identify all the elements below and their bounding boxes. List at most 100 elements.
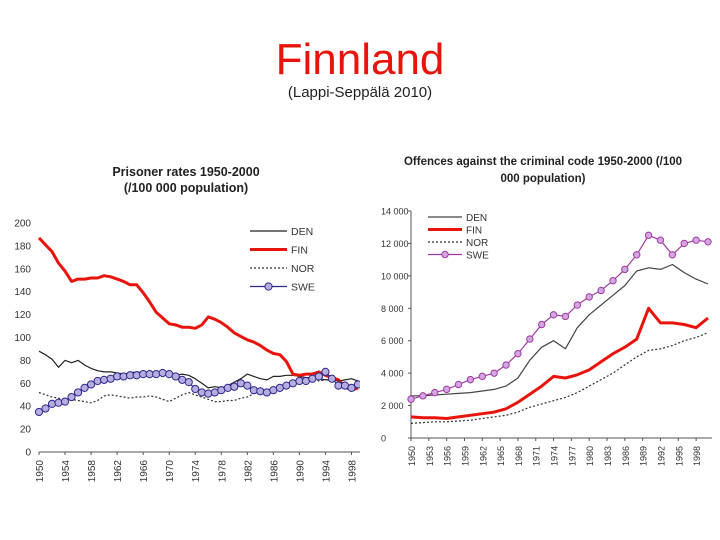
data-point-swe — [692, 236, 700, 244]
series-line-den — [411, 263, 709, 397]
y-tick-label: 100 — [14, 333, 31, 344]
chart-title-line: (/100 000 population) — [124, 181, 248, 195]
x-tick-label: 1968 — [514, 446, 524, 466]
legend-label: DEN — [466, 213, 487, 224]
x-tick-label: 1962 — [113, 460, 124, 483]
x-tick-label: 1992 — [656, 446, 666, 466]
x-tick-label: 1956 — [443, 446, 453, 466]
y-tick-label: 6 000 — [381, 336, 404, 346]
data-point-swe — [73, 388, 83, 397]
legend-marker-swe — [264, 282, 273, 291]
x-tick-label: 1986 — [269, 460, 280, 483]
x-tick-label: 1978 — [217, 460, 228, 483]
legend-label: NOR — [466, 238, 488, 249]
y-tick-label: 2 000 — [381, 401, 404, 411]
data-point-swe — [668, 251, 677, 259]
data-point-swe — [243, 381, 252, 390]
data-point-swe — [514, 349, 522, 358]
x-tick-label: 1990 — [295, 460, 306, 483]
x-tick-label: 1974 — [550, 446, 560, 466]
slide-title: Finnland — [275, 35, 445, 84]
series-line-swe — [410, 234, 709, 400]
x-tick-label: 1982 — [243, 460, 254, 483]
y-tick-label: 10 000 — [381, 271, 409, 281]
data-point-swe — [633, 251, 641, 259]
data-point-swe — [86, 380, 96, 389]
y-tick-label: 140 — [14, 287, 31, 298]
data-point-swe — [442, 385, 451, 394]
x-tick-label: 1998 — [347, 460, 358, 483]
data-point-swe — [644, 231, 653, 240]
x-tick-label: 1974 — [191, 460, 202, 483]
x-tick-label: 1950 — [35, 460, 46, 483]
x-tick-label: 1962 — [478, 446, 488, 466]
data-point-swe — [191, 384, 200, 394]
y-tick-label: 4 000 — [381, 369, 404, 379]
data-point-swe — [597, 286, 605, 295]
y-tick-label: 12 000 — [381, 239, 409, 249]
series-line-fin — [410, 306, 709, 420]
chart-title-line: Prisoner rates 1950-2000 — [112, 165, 259, 179]
data-point-swe — [573, 301, 582, 309]
x-tick-label: 1970 — [165, 460, 176, 483]
y-tick-label: 80 — [20, 356, 32, 367]
data-point-swe — [609, 277, 617, 285]
data-point-swe — [680, 239, 688, 248]
data-point-swe — [60, 397, 70, 406]
data-point-swe — [561, 312, 570, 321]
data-point-swe — [321, 367, 330, 376]
y-tick-label: 180 — [14, 241, 31, 252]
prisoner-rates-chart: Prisoner rates 1950-2000 (/100 000 popula… — [14, 165, 360, 483]
data-point-swe — [230, 382, 239, 391]
y-tick-label: 0 — [25, 448, 31, 459]
legend-label: DEN — [291, 226, 313, 238]
legend-label: SWE — [466, 251, 489, 262]
x-tick-label: 1977 — [567, 446, 577, 466]
data-point-swe — [353, 380, 360, 389]
legend-label: SWE — [291, 282, 315, 294]
data-point-swe — [80, 383, 89, 392]
x-tick-label: 1998 — [692, 446, 702, 466]
data-point-swe — [621, 265, 629, 274]
y-tick-label: 8 000 — [381, 304, 404, 314]
data-point-swe — [407, 395, 415, 403]
y-tick-label: 20 — [20, 425, 32, 436]
y-tick-label: 160 — [14, 264, 31, 275]
x-tick-label: 1966 — [139, 460, 150, 483]
x-tick-label: 1983 — [603, 446, 613, 466]
data-point-swe — [549, 311, 558, 319]
data-point-swe — [585, 293, 593, 301]
x-tick-label: 1986 — [621, 446, 631, 466]
data-point-swe — [656, 236, 665, 244]
data-point-swe — [171, 372, 180, 381]
data-point-swe — [704, 238, 712, 246]
chart-title-line: 000 population) — [501, 173, 586, 185]
data-point-swe — [454, 380, 463, 389]
y-tick-label: 14 000 — [381, 207, 409, 217]
legend-label: FIN — [466, 226, 482, 237]
x-tick-label: 1980 — [585, 446, 595, 466]
x-tick-label: 1959 — [460, 446, 470, 466]
y-tick-label: 40 — [20, 402, 32, 413]
x-tick-label: 1950 — [407, 446, 417, 466]
data-point-swe — [347, 383, 356, 392]
data-point-swe — [41, 404, 50, 413]
legend-label: NOR — [291, 263, 315, 275]
x-tick-label: 1994 — [321, 460, 332, 483]
chart-title-line: Offences against the criminal code 1950-… — [404, 156, 682, 168]
x-tick-label: 1995 — [674, 446, 684, 466]
y-tick-label: 60 — [20, 379, 32, 390]
data-point-swe — [478, 372, 486, 381]
data-point-swe — [327, 374, 337, 383]
y-tick-label: 120 — [14, 310, 31, 321]
data-point-swe — [34, 407, 44, 417]
x-tick-label: 1965 — [496, 446, 506, 466]
series-line-fin — [37, 236, 359, 392]
data-point-swe — [502, 361, 510, 369]
slide-subtitle: (Lappi-Seppälä 2010) — [287, 84, 433, 101]
data-point-swe — [67, 392, 76, 402]
legend-marker-swe — [441, 250, 449, 259]
data-point-swe — [431, 388, 439, 397]
data-point-swe — [526, 335, 534, 343]
